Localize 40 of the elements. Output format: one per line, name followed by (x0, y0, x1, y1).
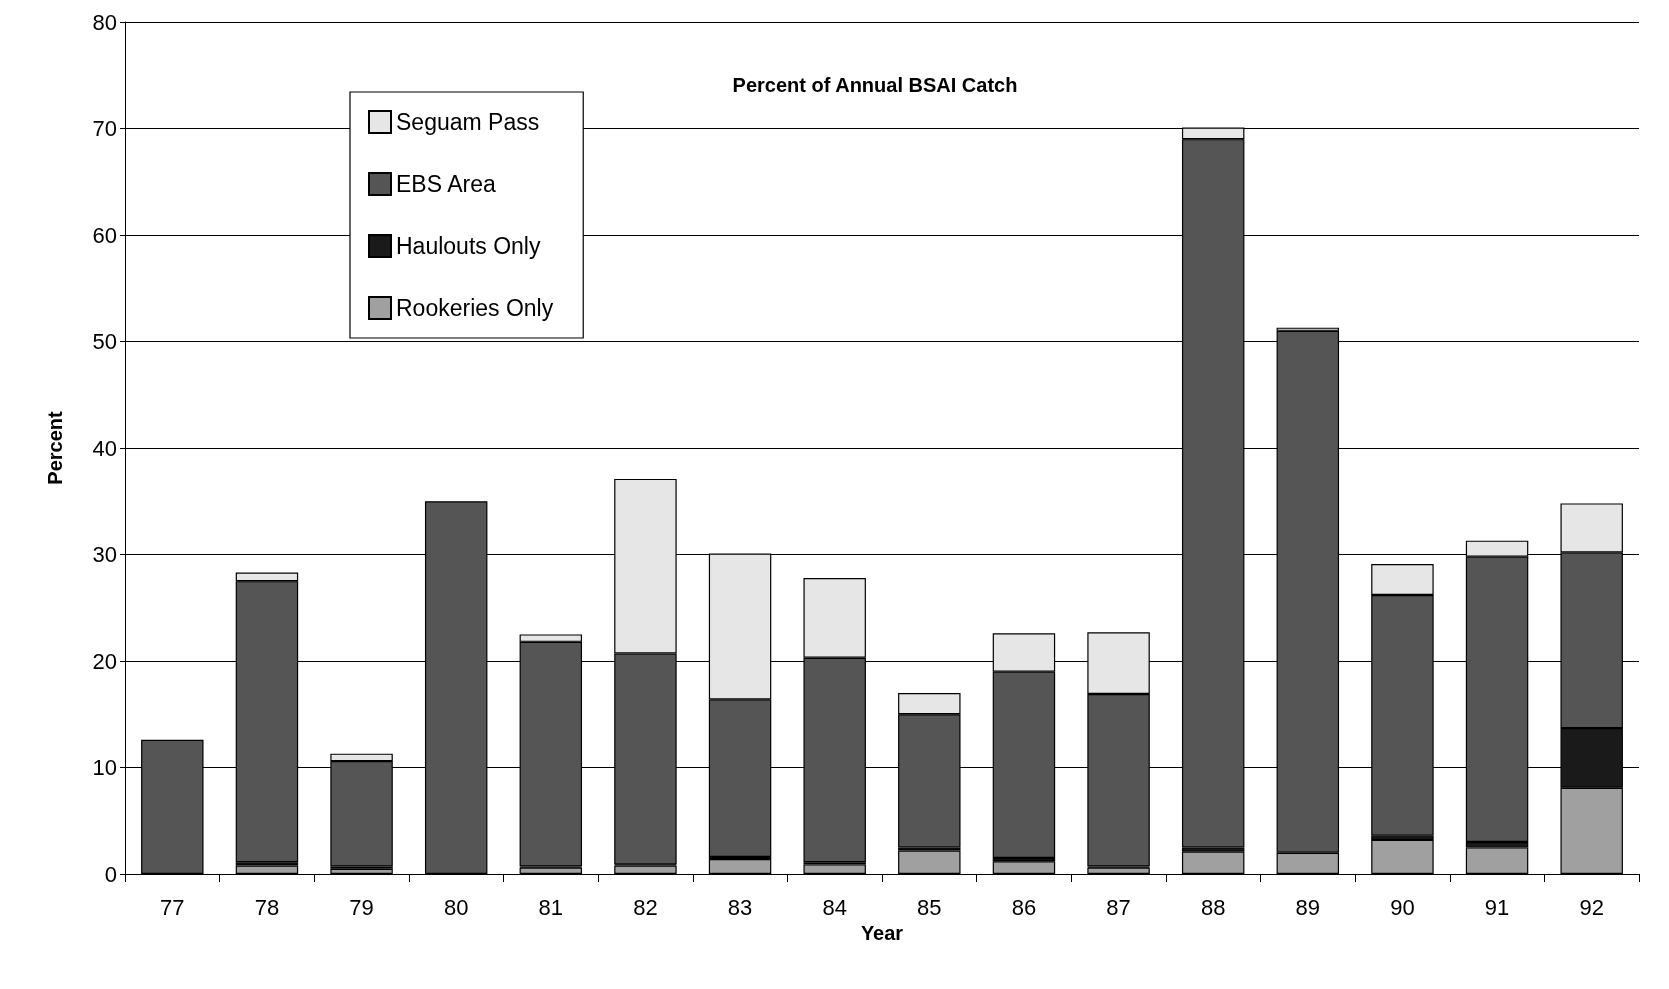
bar (992, 861, 1056, 874)
bar (708, 859, 772, 874)
bar (1371, 839, 1434, 874)
x-tick-label: 77 (160, 894, 185, 920)
x-axis-title: Year (860, 921, 904, 944)
y-tick-label: 0 (104, 861, 117, 887)
x-tick-label: 87 (1106, 894, 1131, 920)
bar (898, 850, 961, 874)
bar (235, 865, 299, 874)
bar (803, 864, 866, 874)
bar (330, 868, 393, 874)
x-tick-label: 85 (917, 894, 942, 920)
y-tick-label: 80 (92, 9, 117, 35)
x-tick-label: 84 (822, 894, 847, 920)
text: Percent of Annual BSAI Catch (732, 74, 1018, 96)
x-tick-label: 80 (443, 894, 469, 920)
x-tick-label: 78 (254, 894, 280, 920)
x-tick-label: 89 (1295, 894, 1321, 920)
y-axis-title: Percent (44, 410, 66, 485)
x-tick-label: 83 (727, 894, 753, 920)
x-tick-label: 81 (538, 894, 564, 920)
x-tick-label: 90 (1390, 894, 1415, 920)
legend-label: Seguam Pass (396, 109, 540, 135)
y-tick-label: 60 (92, 222, 117, 248)
y-tick-label: 70 (92, 116, 117, 141)
legend-label: Rookeries Only (396, 295, 554, 321)
x-tick-label: 92 (1579, 894, 1604, 920)
y-tick-label: 20 (92, 648, 117, 674)
bar (1181, 851, 1245, 874)
legend-label: Haulouts Only (396, 233, 541, 259)
x-tick-label: 91 (1484, 894, 1510, 920)
y-tick-label: 10 (92, 755, 117, 780)
x-tick-label: 82 (633, 894, 658, 920)
y-tick-label: 50 (92, 329, 117, 354)
x-tick-label: 88 (1200, 894, 1226, 920)
legend-label: EBS Area (396, 171, 496, 197)
x-tick-label: 79 (349, 894, 374, 920)
y-tick-label: 40 (92, 435, 117, 461)
x-tick-label: 86 (1011, 894, 1037, 920)
y-tick-label: 30 (92, 542, 117, 567)
